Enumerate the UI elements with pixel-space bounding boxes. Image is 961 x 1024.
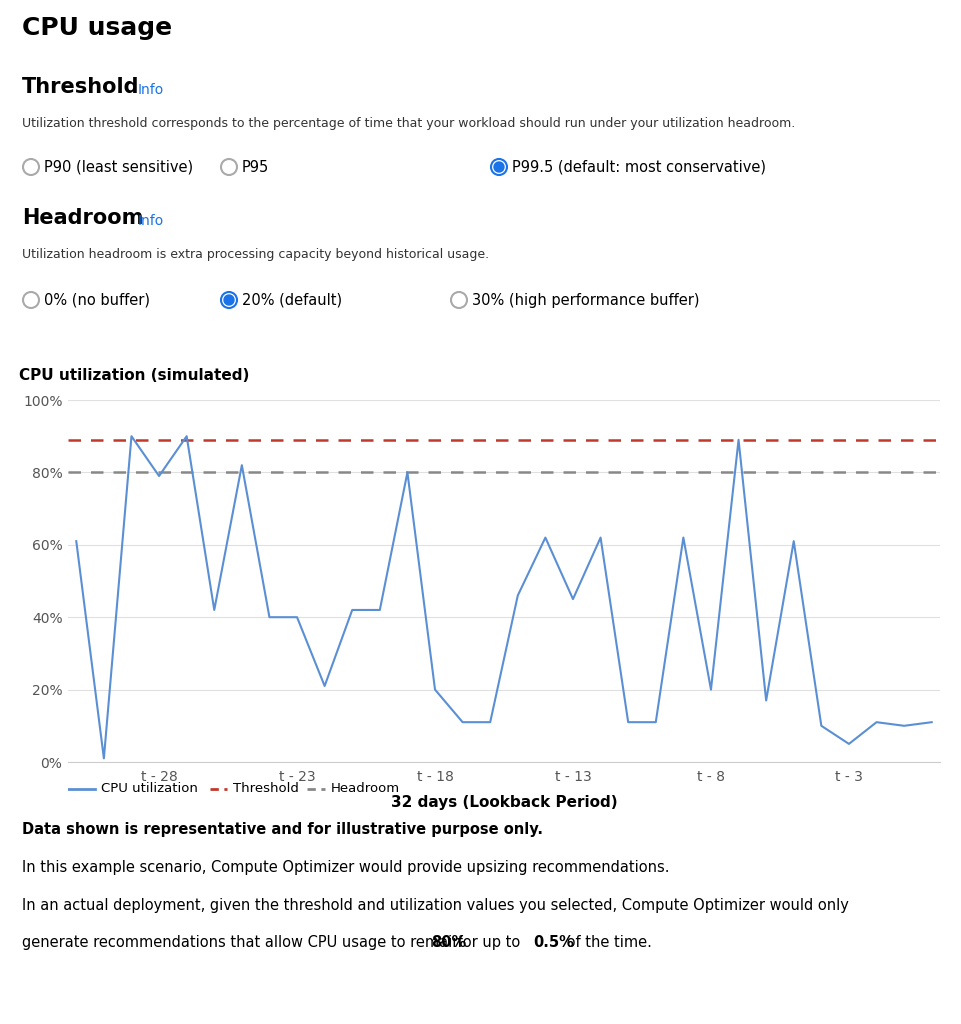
Text: CPU utilization (simulated): CPU utilization (simulated) <box>19 369 250 384</box>
Text: Info: Info <box>138 214 164 228</box>
X-axis label: 32 days (Lookback Period): 32 days (Lookback Period) <box>391 796 617 810</box>
Text: Utilization threshold corresponds to the percentage of time that your workload s: Utilization threshold corresponds to the… <box>22 117 796 130</box>
Text: In an actual deployment, given the threshold and utilization values you selected: In an actual deployment, given the thres… <box>22 898 849 913</box>
Text: 0% (no buffer): 0% (no buffer) <box>44 293 150 307</box>
Text: P99.5 (default: most conservative): P99.5 (default: most conservative) <box>512 160 766 174</box>
Circle shape <box>494 162 504 172</box>
Text: 80%: 80% <box>431 935 466 950</box>
Text: P95: P95 <box>242 160 269 174</box>
Text: Headroom: Headroom <box>331 782 400 796</box>
Text: Headroom: Headroom <box>22 208 143 228</box>
Text: Utilization headroom is extra processing capacity beyond historical usage.: Utilization headroom is extra processing… <box>22 248 489 261</box>
Text: Threshold: Threshold <box>22 77 139 97</box>
Text: of the time.: of the time. <box>562 935 653 950</box>
Circle shape <box>224 295 234 305</box>
Text: 0.5%: 0.5% <box>533 935 574 950</box>
Text: Threshold: Threshold <box>233 782 299 796</box>
Text: Data shown is representative and for illustrative purpose only.: Data shown is representative and for ill… <box>22 822 543 837</box>
Text: for up to: for up to <box>453 935 525 950</box>
Text: P90 (least sensitive): P90 (least sensitive) <box>44 160 193 174</box>
Text: Info: Info <box>138 83 164 97</box>
Text: generate recommendations that allow CPU usage to remain: generate recommendations that allow CPU … <box>22 935 466 950</box>
Text: CPU usage: CPU usage <box>22 16 172 40</box>
Text: CPU utilization: CPU utilization <box>101 782 198 796</box>
Text: In this example scenario, Compute Optimizer would provide upsizing recommendatio: In this example scenario, Compute Optimi… <box>22 860 670 874</box>
Text: 30% (high performance buffer): 30% (high performance buffer) <box>472 293 700 307</box>
Text: 20% (default): 20% (default) <box>242 293 342 307</box>
